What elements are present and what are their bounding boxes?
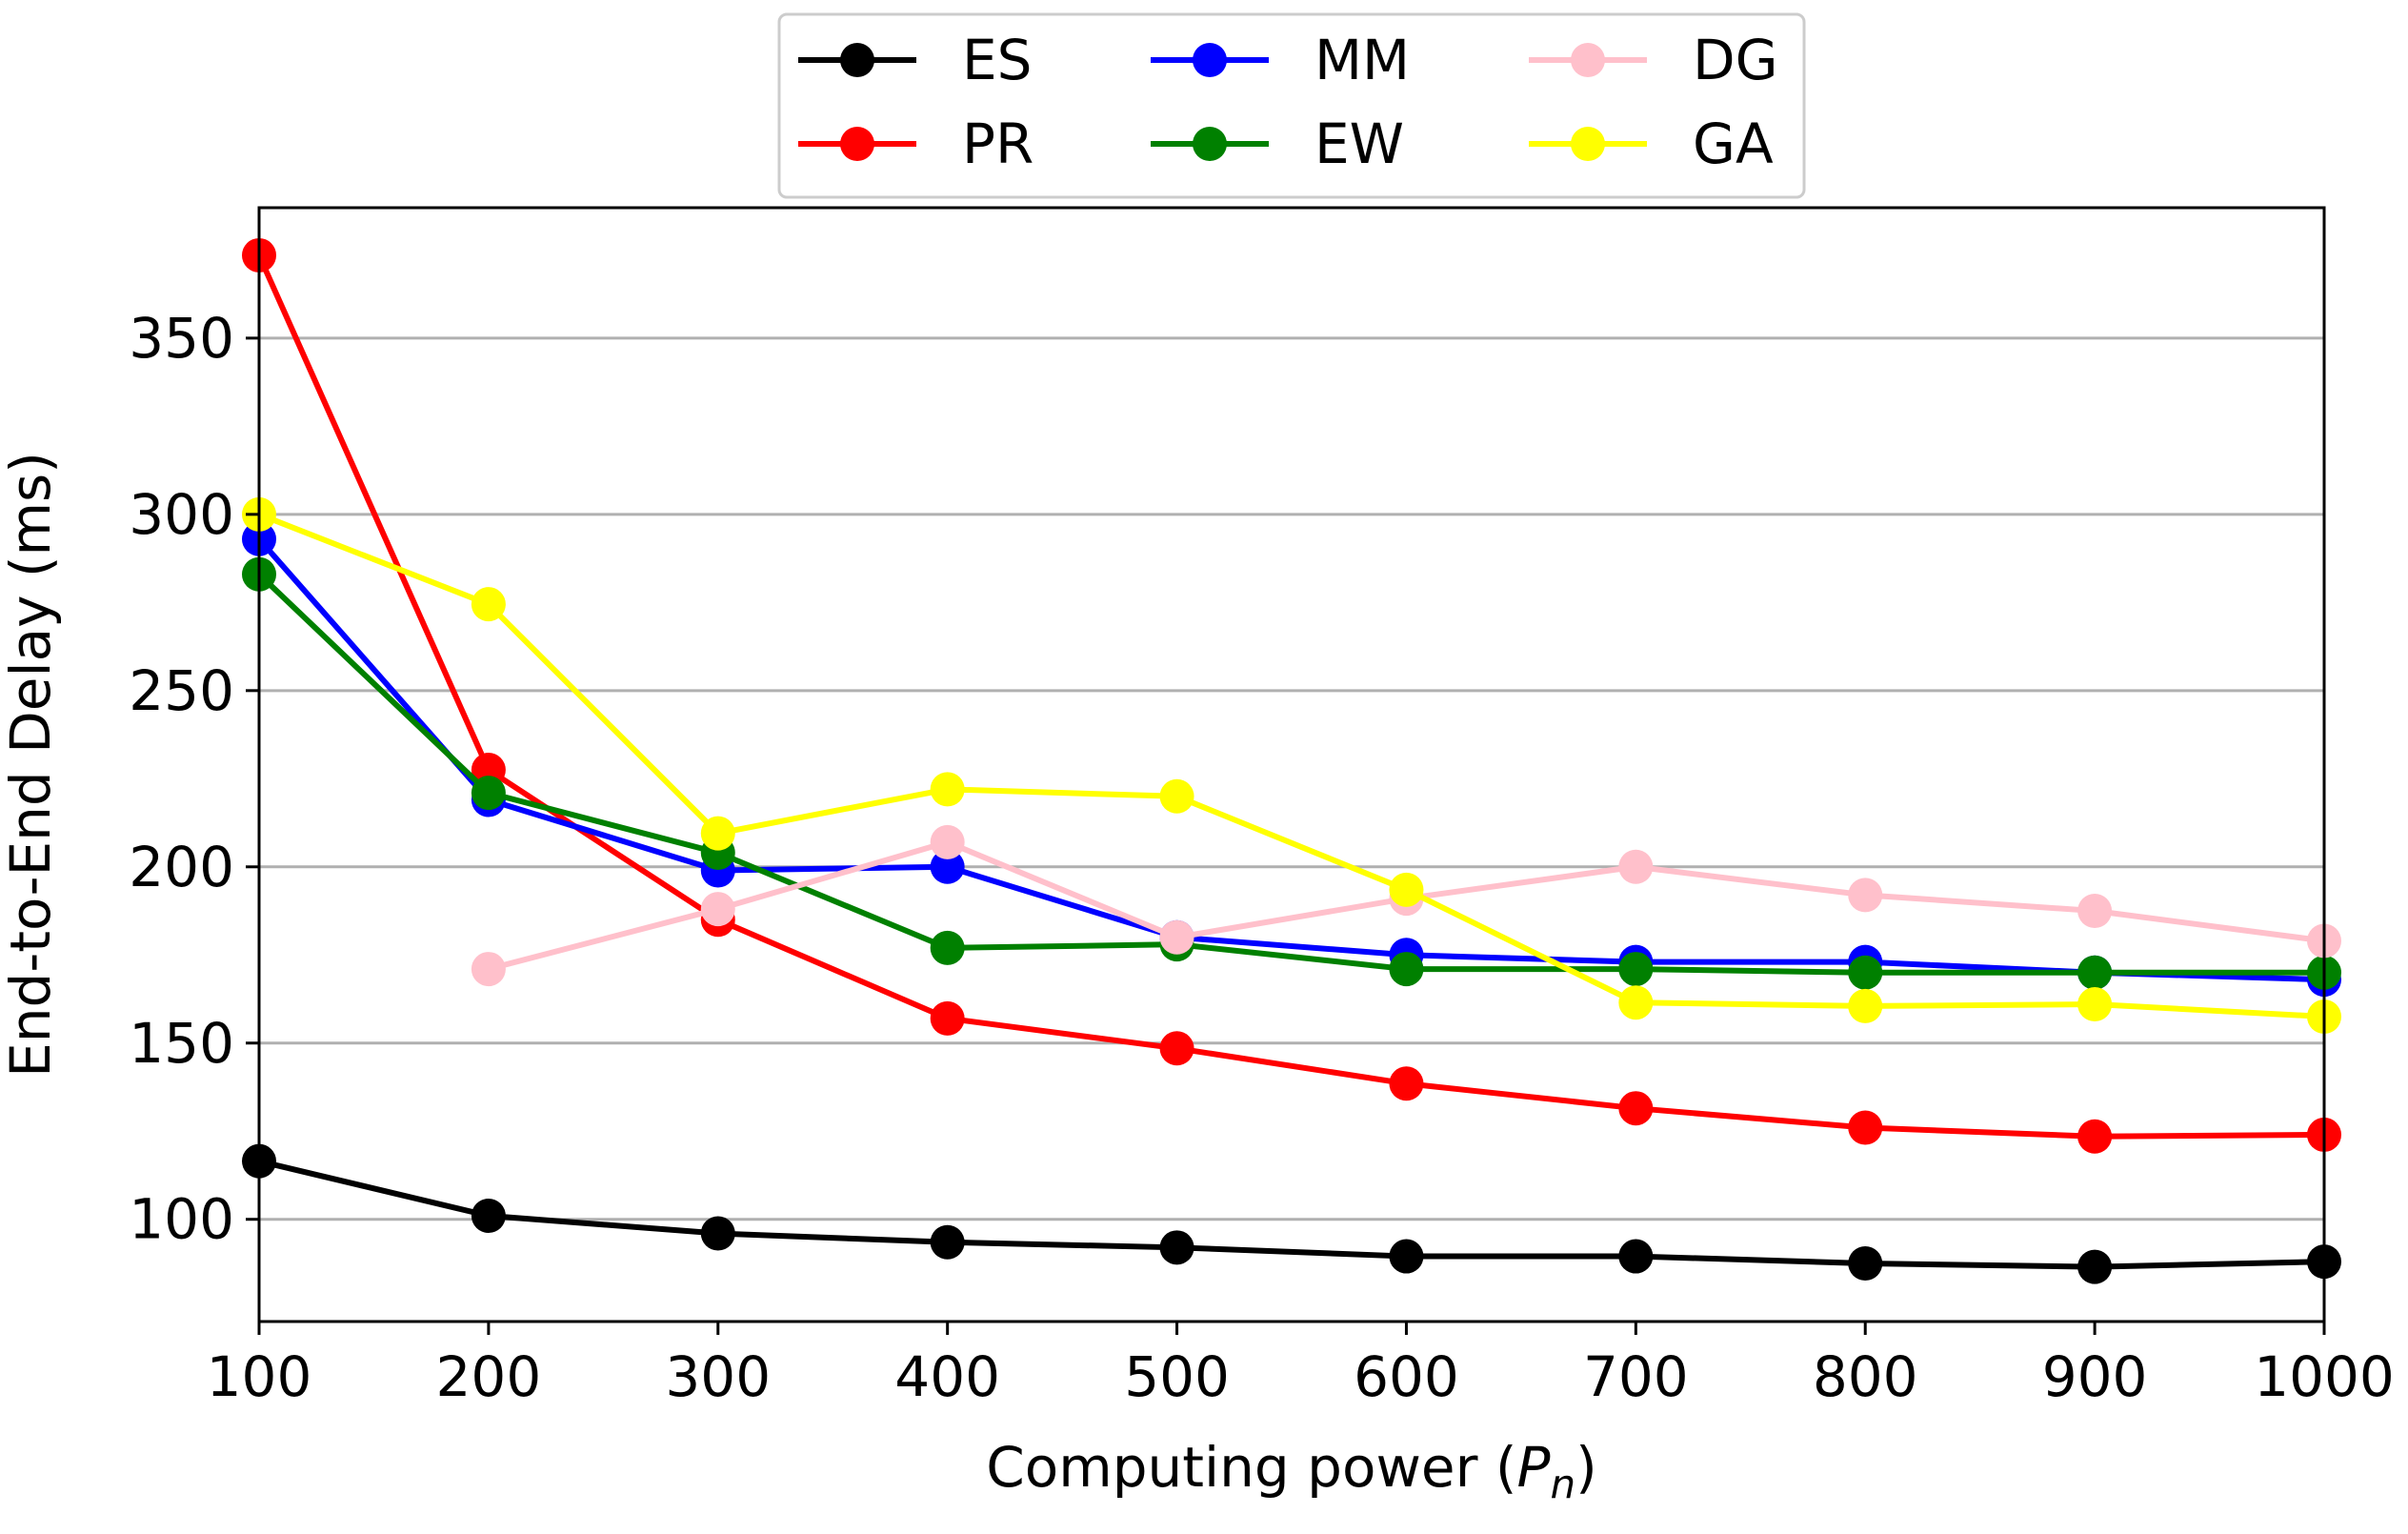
x-tick-label: 900 (2042, 1344, 2148, 1409)
legend-swatch-marker (840, 127, 874, 161)
data-point-dg (1618, 849, 1654, 884)
y-tick-label: 350 (129, 306, 234, 371)
x-tick-label: 200 (436, 1344, 542, 1409)
legend-swatch-marker (1193, 43, 1227, 77)
data-point-es (2077, 1249, 2113, 1284)
x-tick-label: 300 (665, 1344, 771, 1409)
data-point-ga (2077, 987, 2113, 1022)
legend-box (777, 12, 1806, 199)
data-point-ga (1389, 872, 1424, 907)
legend-entry-dg: DG (1529, 28, 1778, 92)
data-point-es (471, 1199, 506, 1234)
data-point-pr (2077, 1119, 2113, 1154)
data-point-ga (930, 772, 965, 807)
legend: ES PR MM EW DG GA (777, 12, 1806, 199)
data-point-ew (471, 776, 506, 811)
data-point-es (930, 1224, 965, 1260)
series-mm (242, 521, 2341, 998)
grid-lines (259, 336, 2324, 1221)
data-point-ga (1159, 778, 1194, 814)
legend-label: ES (962, 28, 1032, 92)
x-tick-label: 800 (1813, 1344, 1918, 1409)
data-point-dg (1848, 878, 1883, 913)
data-point-pr (1848, 1110, 1883, 1145)
y-tick-label: 150 (129, 1011, 234, 1076)
x-tick-label: 100 (207, 1344, 312, 1409)
y-axis-title: End-to-End Delay (ms) (0, 452, 63, 1078)
x-axis-title-text: Computing power ( (986, 1435, 1516, 1500)
y-tick-label: 300 (129, 482, 234, 547)
series-lines (242, 237, 2341, 1284)
legend-label: EW (1314, 111, 1404, 176)
legend-entry-mm: MM (1151, 28, 1410, 92)
legend-label: GA (1693, 111, 1774, 176)
data-point-pr (1159, 1031, 1194, 1066)
data-point-ga (471, 587, 506, 622)
x-tick-label: 700 (1583, 1344, 1689, 1409)
legend-label: DG (1693, 28, 1778, 92)
y-tick-label: 100 (129, 1187, 234, 1252)
x-tick-label: 500 (1124, 1344, 1230, 1409)
data-point-dg (2077, 894, 2113, 929)
data-point-dg (1159, 919, 1194, 955)
data-point-ew (1618, 952, 1654, 987)
series-pr (242, 237, 2341, 1154)
legend-entry-pr: PR (798, 111, 1033, 176)
series-line-mm (256, 536, 2325, 983)
x-tick-label: 1000 (2254, 1344, 2395, 1409)
data-point-dg (930, 824, 965, 859)
data-point-es (1389, 1239, 1424, 1274)
data-point-es (1848, 1245, 1883, 1281)
legend-label: PR (962, 111, 1033, 176)
data-point-ew (1848, 955, 1883, 990)
legend-swatch-marker (1571, 127, 1605, 161)
series-ew (242, 556, 2341, 990)
legend-entry-ga: GA (1529, 111, 1774, 176)
x-axis-title: Computing power (Pn) (986, 1435, 1597, 1507)
data-point-pr (930, 1000, 965, 1036)
x-axis-title-symbol: P (1517, 1435, 1551, 1500)
x-axis-title-close: ) (1575, 1435, 1597, 1500)
series-line-ga (257, 512, 2325, 1020)
legend-entry-ew: EW (1151, 111, 1404, 176)
legend-swatch-marker (1193, 127, 1227, 161)
data-point-ga (1848, 988, 1883, 1023)
series-line-ew (256, 572, 2324, 976)
series-line-es (258, 1158, 2325, 1270)
data-point-ga (1618, 985, 1654, 1020)
data-point-es (1618, 1239, 1654, 1274)
data-point-mm (930, 849, 965, 884)
data-point-ga (700, 816, 735, 851)
data-point-dg (471, 952, 506, 987)
data-point-dg (700, 892, 735, 927)
data-point-pr (1618, 1091, 1654, 1126)
legend-label: MM (1314, 28, 1410, 92)
x-tick-label: 400 (894, 1344, 1000, 1409)
y-tick-label: 250 (129, 658, 234, 723)
x-axis-title-subscript: n (1550, 1461, 1575, 1507)
plot-frame (257, 206, 2326, 1323)
data-point-ew (1389, 952, 1424, 987)
legend-swatch-marker (1571, 43, 1605, 77)
data-point-pr (1389, 1066, 1424, 1101)
x-tick-label: 600 (1354, 1344, 1459, 1409)
series-es (242, 1143, 2341, 1284)
legend-swatch-marker (840, 43, 874, 77)
y-tick-label: 200 (129, 835, 234, 899)
data-point-ew (2077, 955, 2113, 990)
data-point-es (1159, 1230, 1194, 1265)
data-point-ew (930, 930, 965, 965)
legend-entry-es: ES (798, 28, 1032, 92)
data-point-es (700, 1216, 735, 1251)
axis-ticks: 100 150 200 250 300 350 100 200 300 400 500 600 700 8… (129, 306, 2395, 1409)
series-line-pr (256, 253, 2325, 1140)
